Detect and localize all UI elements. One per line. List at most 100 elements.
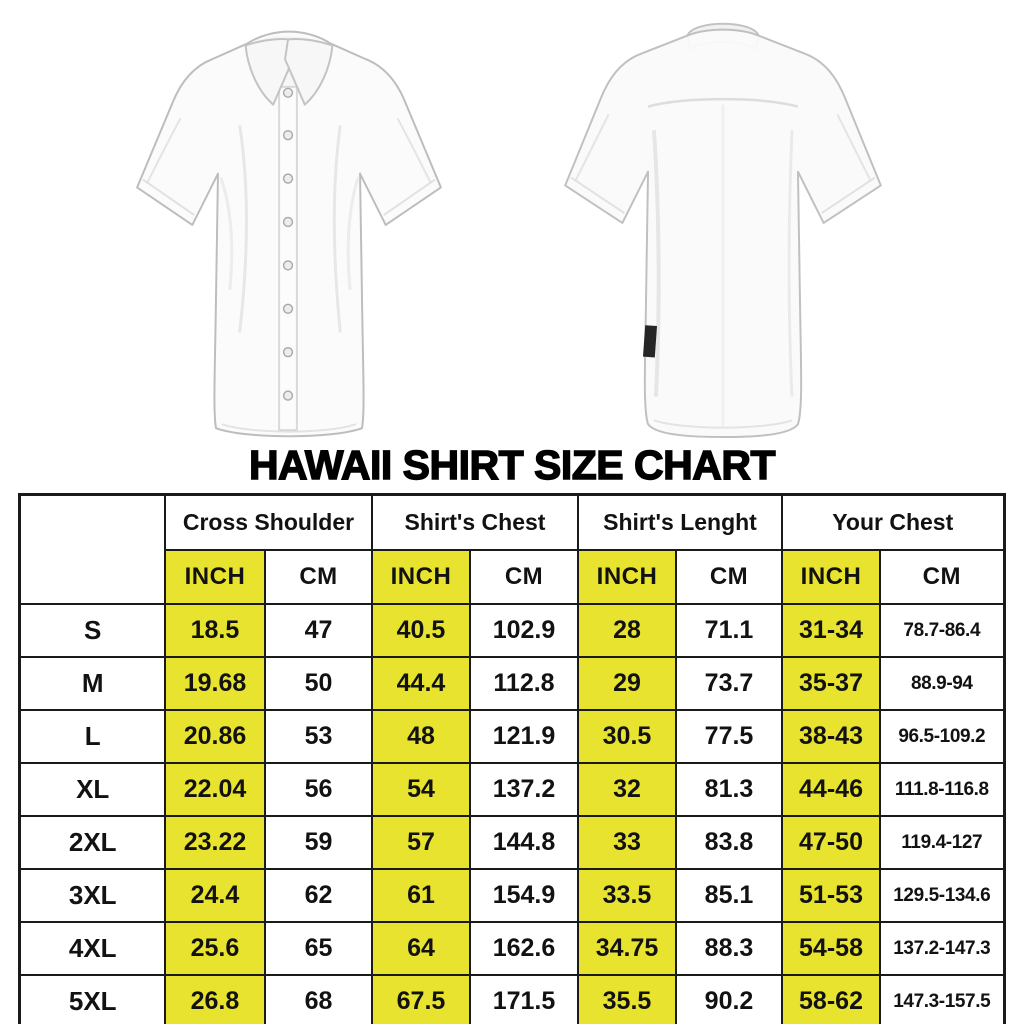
value-cell: 47 bbox=[263, 603, 373, 658]
table-row-s: S 18.5 47 40.5 102.9 28 71.1 31-34 78.7-… bbox=[18, 603, 1006, 658]
value-cell: 40.5 bbox=[370, 603, 471, 658]
value-cell: 25.6 bbox=[163, 921, 266, 976]
value-cell: 119.4-127 bbox=[879, 815, 1006, 870]
table-row-5xl: 5XL 26.8 68 67.5 171.5 35.5 90.2 58-62 1… bbox=[18, 974, 1006, 1024]
value-cell: 38-43 bbox=[781, 709, 882, 764]
value-cell: 28 bbox=[577, 603, 677, 658]
shirt-front-image bbox=[91, 2, 487, 445]
value-cell: 56 bbox=[263, 762, 373, 817]
value-cell: 57 bbox=[370, 815, 471, 870]
column-group-cross-shoulder: Cross Shoulder bbox=[163, 493, 373, 551]
size-chart-table: Cross Shoulder Shirt's Chest Shirt's Len… bbox=[18, 493, 1006, 1024]
size-cell: L bbox=[18, 709, 166, 764]
size-cell: S bbox=[18, 603, 166, 658]
column-group-shirts-chest: Shirt's Chest bbox=[370, 493, 580, 551]
shirt-front-svg bbox=[136, 30, 442, 438]
table-row-2xl: 2XL 23.22 59 57 144.8 33 83.8 47-50 119.… bbox=[18, 815, 1006, 870]
value-cell: 29 bbox=[577, 656, 677, 711]
value-cell: 33 bbox=[577, 815, 677, 870]
unit-header-cm: CM bbox=[263, 549, 373, 605]
value-cell: 85.1 bbox=[674, 868, 784, 923]
table-row-xl: XL 22.04 56 54 137.2 32 81.3 44-46 111.8… bbox=[18, 762, 1006, 817]
unit-header-inch: INCH bbox=[370, 549, 471, 605]
value-cell: 47-50 bbox=[781, 815, 882, 870]
value-cell: 137.2-147.3 bbox=[879, 921, 1006, 976]
value-cell: 59 bbox=[263, 815, 373, 870]
value-cell: 61 bbox=[370, 868, 471, 923]
shirt-back-image bbox=[513, 2, 933, 445]
column-group-row: Cross Shoulder Shirt's Chest Shirt's Len… bbox=[18, 493, 1006, 605]
column-group-your-chest: Your Chest bbox=[781, 493, 1006, 551]
value-cell: 53 bbox=[263, 709, 373, 764]
value-cell: 65 bbox=[263, 921, 373, 976]
unit-header-inch: INCH bbox=[163, 549, 266, 605]
value-cell: 68 bbox=[263, 974, 373, 1024]
value-cell: 67.5 bbox=[370, 974, 471, 1024]
table-row-3xl: 3XL 24.4 62 61 154.9 33.5 85.1 51-53 129… bbox=[18, 868, 1006, 923]
value-cell: 64 bbox=[370, 921, 471, 976]
value-cell: 30.5 bbox=[577, 709, 677, 764]
size-cell: 3XL bbox=[18, 868, 166, 923]
value-cell: 77.5 bbox=[674, 709, 784, 764]
value-cell: 81.3 bbox=[674, 762, 784, 817]
value-cell: 24.4 bbox=[163, 868, 266, 923]
value-cell: 33.5 bbox=[577, 868, 677, 923]
value-cell: 44-46 bbox=[781, 762, 882, 817]
value-cell: 19.68 bbox=[163, 656, 266, 711]
value-cell: 50 bbox=[263, 656, 373, 711]
value-cell: 129.5-134.6 bbox=[879, 868, 1006, 923]
value-cell: 144.8 bbox=[468, 815, 580, 870]
value-cell: 102.9 bbox=[468, 603, 580, 658]
value-cell: 78.7-86.4 bbox=[879, 603, 1006, 658]
value-cell: 22.04 bbox=[163, 762, 266, 817]
value-cell: 137.2 bbox=[468, 762, 580, 817]
size-cell: M bbox=[18, 656, 166, 711]
value-cell: 111.8-116.8 bbox=[879, 762, 1006, 817]
value-cell: 88.9-94 bbox=[879, 656, 1006, 711]
value-cell: 147.3-157.5 bbox=[879, 974, 1006, 1024]
size-cell: 2XL bbox=[18, 815, 166, 870]
value-cell: 44.4 bbox=[370, 656, 471, 711]
value-cell: 31-34 bbox=[781, 603, 882, 658]
value-cell: 62 bbox=[263, 868, 373, 923]
value-cell: 23.22 bbox=[163, 815, 266, 870]
value-cell: 35.5 bbox=[577, 974, 677, 1024]
shirt-images-row bbox=[0, 0, 1024, 442]
page-title: HAWAII SHIRT SIZE CHART bbox=[248, 441, 776, 488]
value-cell: 35-37 bbox=[781, 656, 882, 711]
value-cell: 112.8 bbox=[468, 656, 580, 711]
value-cell: 73.7 bbox=[674, 656, 784, 711]
value-cell: 90.2 bbox=[674, 974, 784, 1024]
value-cell: 51-53 bbox=[781, 868, 882, 923]
table-row-4xl: 4XL 25.6 65 64 162.6 34.75 88.3 54-58 13… bbox=[18, 921, 1006, 976]
value-cell: 32 bbox=[577, 762, 677, 817]
value-cell: 20.86 bbox=[163, 709, 266, 764]
value-cell: 18.5 bbox=[163, 603, 266, 658]
shirt-back-svg bbox=[564, 22, 882, 439]
value-cell: 154.9 bbox=[468, 868, 580, 923]
unit-header-cm: CM bbox=[468, 549, 580, 605]
size-cell: XL bbox=[18, 762, 166, 817]
unit-header-cm: CM bbox=[879, 549, 1006, 605]
corner-cell bbox=[18, 493, 166, 605]
size-cell: 5XL bbox=[18, 974, 166, 1024]
value-cell: 71.1 bbox=[674, 603, 784, 658]
value-cell: 54-58 bbox=[781, 921, 882, 976]
table-row-l: L 20.86 53 48 121.9 30.5 77.5 38-43 96.5… bbox=[18, 709, 1006, 764]
value-cell: 26.8 bbox=[163, 974, 266, 1024]
shirt-tag bbox=[642, 325, 658, 358]
unit-header-row: INCH CM INCH CM INCH CM INCH CM bbox=[20, 549, 1006, 605]
unit-header-inch: INCH bbox=[781, 549, 882, 605]
value-cell: 58-62 bbox=[781, 974, 882, 1024]
value-cell: 83.8 bbox=[674, 815, 784, 870]
value-cell: 48 bbox=[370, 709, 471, 764]
value-cell: 34.75 bbox=[577, 921, 677, 976]
value-cell: 171.5 bbox=[468, 974, 580, 1024]
size-cell: 4XL bbox=[18, 921, 166, 976]
value-cell: 121.9 bbox=[468, 709, 580, 764]
unit-header-cm: CM bbox=[674, 549, 784, 605]
value-cell: 162.6 bbox=[468, 921, 580, 976]
value-cell: 88.3 bbox=[674, 921, 784, 976]
unit-header-inch: INCH bbox=[577, 549, 677, 605]
